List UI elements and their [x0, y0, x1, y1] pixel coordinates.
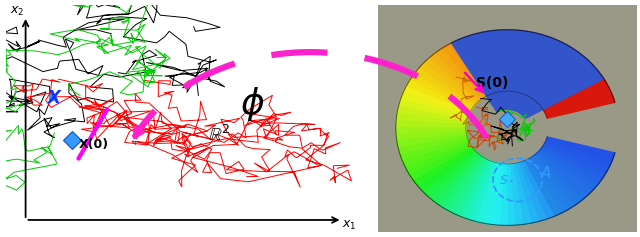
Text: A: A — [541, 166, 551, 181]
Polygon shape — [528, 43, 569, 97]
Polygon shape — [545, 89, 612, 116]
Polygon shape — [543, 77, 606, 111]
Polygon shape — [537, 60, 593, 104]
Text: $S_*$: $S_*$ — [499, 172, 515, 185]
Polygon shape — [429, 53, 480, 102]
Polygon shape — [532, 50, 582, 100]
Polygon shape — [547, 137, 615, 160]
Polygon shape — [413, 147, 474, 187]
Polygon shape — [514, 31, 532, 92]
Polygon shape — [448, 158, 488, 214]
Polygon shape — [539, 65, 598, 106]
Polygon shape — [396, 121, 466, 128]
Polygon shape — [545, 140, 612, 166]
Polygon shape — [454, 38, 490, 96]
Polygon shape — [401, 138, 468, 162]
Polygon shape — [520, 34, 548, 94]
Polygon shape — [484, 31, 502, 92]
Polygon shape — [514, 163, 532, 224]
Polygon shape — [396, 128, 466, 135]
Polygon shape — [477, 163, 499, 223]
Text: $x_1$: $x_1$ — [342, 219, 357, 232]
Polygon shape — [413, 68, 474, 108]
Text: X: X — [48, 90, 61, 108]
Polygon shape — [500, 30, 509, 91]
Polygon shape — [441, 157, 485, 210]
Polygon shape — [535, 153, 588, 200]
Polygon shape — [544, 83, 610, 113]
Polygon shape — [541, 147, 602, 185]
Text: $\mathbb{R}^2$: $\mathbb{R}^2$ — [208, 125, 230, 145]
Polygon shape — [406, 80, 471, 112]
Polygon shape — [403, 141, 470, 169]
Text: S(0): S(0) — [476, 76, 508, 90]
Polygon shape — [541, 71, 602, 109]
Polygon shape — [493, 30, 505, 91]
Polygon shape — [429, 154, 480, 202]
Polygon shape — [522, 160, 555, 219]
Polygon shape — [493, 164, 505, 225]
Polygon shape — [435, 155, 483, 206]
Polygon shape — [511, 30, 525, 92]
Polygon shape — [484, 163, 502, 225]
Polygon shape — [397, 133, 467, 149]
Polygon shape — [469, 162, 496, 222]
Polygon shape — [419, 63, 476, 106]
Polygon shape — [535, 55, 588, 102]
Polygon shape — [441, 45, 485, 98]
Polygon shape — [424, 152, 478, 197]
Polygon shape — [398, 135, 467, 155]
Polygon shape — [406, 143, 471, 175]
Polygon shape — [398, 100, 467, 120]
Polygon shape — [547, 96, 615, 118]
Polygon shape — [397, 107, 467, 122]
Polygon shape — [500, 164, 509, 225]
Polygon shape — [522, 36, 555, 95]
Polygon shape — [516, 162, 540, 223]
Polygon shape — [424, 58, 478, 104]
Polygon shape — [525, 39, 563, 96]
Polygon shape — [537, 151, 593, 196]
Text: $x_2$: $x_2$ — [10, 5, 24, 18]
Polygon shape — [469, 33, 496, 93]
Polygon shape — [396, 114, 466, 125]
Polygon shape — [451, 30, 604, 118]
Polygon shape — [419, 150, 476, 192]
Polygon shape — [508, 30, 516, 91]
Polygon shape — [511, 164, 525, 225]
Polygon shape — [516, 32, 540, 93]
Polygon shape — [531, 46, 575, 99]
Polygon shape — [396, 130, 466, 142]
Polygon shape — [477, 32, 499, 93]
Polygon shape — [403, 87, 470, 115]
Polygon shape — [525, 159, 563, 216]
Polygon shape — [539, 149, 598, 190]
Polygon shape — [462, 161, 493, 220]
Polygon shape — [401, 93, 468, 117]
Text: X(0): X(0) — [79, 138, 109, 151]
Polygon shape — [508, 164, 516, 225]
Polygon shape — [410, 145, 472, 181]
Polygon shape — [544, 142, 610, 173]
Polygon shape — [462, 36, 493, 94]
Polygon shape — [435, 49, 483, 100]
Polygon shape — [448, 41, 488, 97]
Polygon shape — [528, 158, 569, 213]
Polygon shape — [520, 161, 548, 221]
Polygon shape — [543, 144, 606, 179]
Polygon shape — [454, 160, 490, 217]
Polygon shape — [532, 155, 582, 205]
Text: $\phi$: $\phi$ — [240, 85, 265, 123]
Polygon shape — [531, 156, 575, 209]
Polygon shape — [410, 74, 472, 110]
